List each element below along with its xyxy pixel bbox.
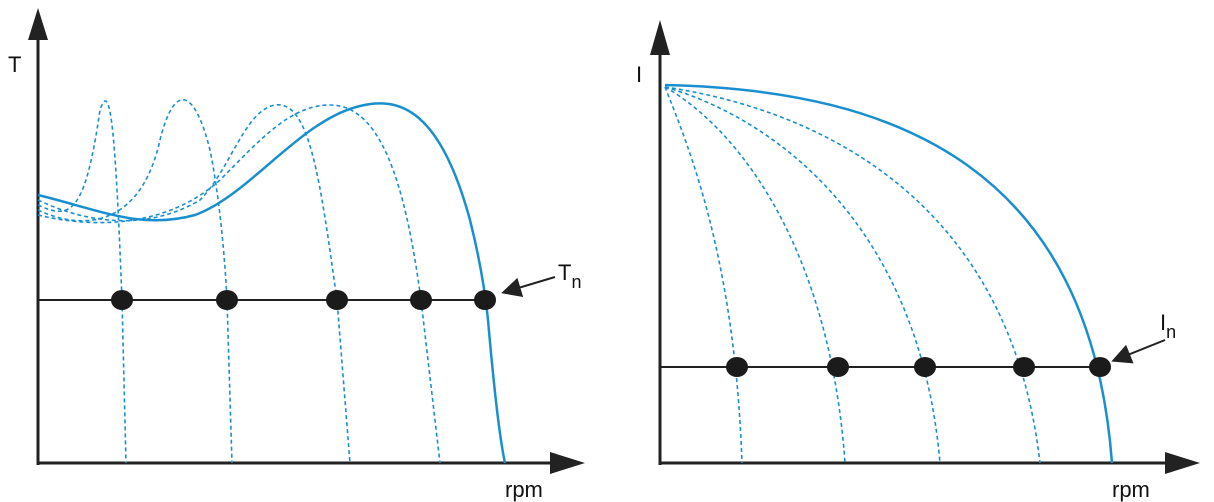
point — [827, 357, 849, 377]
y-label: T — [8, 52, 21, 77]
point — [726, 357, 748, 377]
x-arrow — [550, 452, 585, 474]
x-label: rpm — [1112, 477, 1150, 502]
curve — [38, 101, 126, 463]
diagram: T rpm Tn I rpm In — [0, 0, 1214, 502]
point — [474, 290, 496, 310]
curve — [38, 105, 350, 463]
point — [410, 290, 432, 310]
y-arrow — [650, 20, 670, 55]
current-panel: I rpm In — [636, 20, 1200, 502]
curve — [665, 87, 845, 463]
y-label: I — [636, 62, 642, 87]
curve — [38, 100, 232, 463]
callout: Tn — [558, 260, 581, 292]
callout-arrow — [1115, 340, 1165, 360]
curve — [665, 87, 940, 463]
callout: In — [1160, 310, 1176, 342]
torque-curve — [38, 103, 505, 463]
point — [1089, 357, 1111, 377]
torque-panel: T rpm Tn — [8, 8, 585, 502]
curve — [38, 105, 440, 463]
x-label: rpm — [505, 477, 543, 502]
y-arrow — [28, 8, 48, 40]
point — [914, 357, 936, 377]
callout-arrow — [505, 277, 555, 292]
point — [111, 290, 133, 310]
point — [326, 290, 348, 310]
x-arrow — [1165, 452, 1200, 474]
current-curve — [665, 85, 1112, 463]
point — [216, 290, 238, 310]
point — [1013, 357, 1035, 377]
